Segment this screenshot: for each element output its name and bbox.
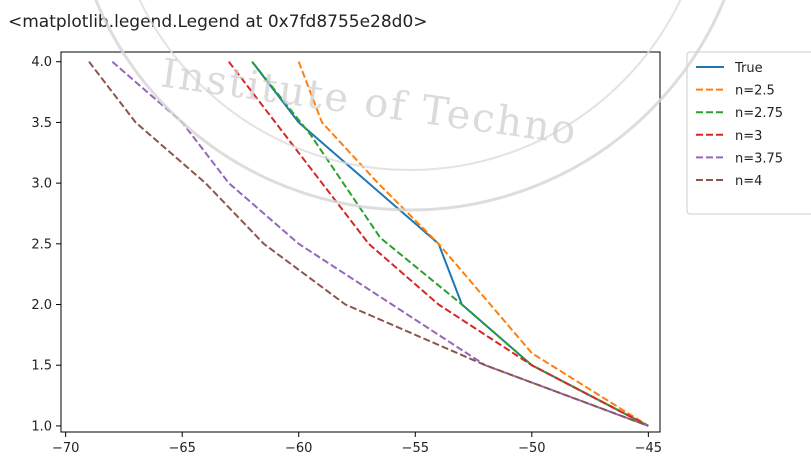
series-line-2: [297, 61, 649, 427]
y-tick-label: 2.0: [31, 298, 52, 313]
y-tick-label: 3.0: [31, 177, 52, 192]
legend: True n=2.5 n=2.75 n=3 n=3.75 n=4: [686, 51, 811, 215]
y-tick-label: 1.0: [31, 419, 52, 434]
axes-frame: [60, 51, 661, 433]
y-tick-label: 4.0: [31, 55, 52, 70]
x-tick-label: −55: [402, 441, 429, 456]
x-tick-label: −60: [285, 441, 312, 456]
x-tick-label: −70: [52, 441, 79, 456]
series-line-6: [88, 61, 649, 427]
x-tick-label: −45: [635, 441, 662, 456]
legend-label-5: n=3.75: [735, 151, 783, 166]
y-axis-ticks: 1.0 1.5 2.0 2.5 3.0 3.5 4.0: [31, 55, 61, 434]
series-lines: [88, 60, 649, 427]
x-axis-ticks: −70 −65 −60 −55 −50 −45: [52, 432, 662, 456]
y-tick-label: 1.5: [31, 359, 52, 374]
legend-label-2: n=2.5: [735, 84, 775, 99]
x-tick-label: −65: [168, 441, 195, 456]
legend-label-3: n=2.75: [735, 106, 783, 121]
series-line-3: [251, 61, 649, 427]
x-tick-label: −50: [518, 441, 545, 456]
legend-label-4: n=3: [735, 129, 762, 144]
series-line-1: [251, 61, 649, 427]
legend-label-1: True: [734, 61, 763, 76]
y-tick-label: 2.5: [31, 237, 52, 252]
y-tick-label: 3.5: [31, 116, 52, 131]
series-line-5: [111, 60, 649, 427]
legend-label-6: n=4: [735, 174, 762, 189]
